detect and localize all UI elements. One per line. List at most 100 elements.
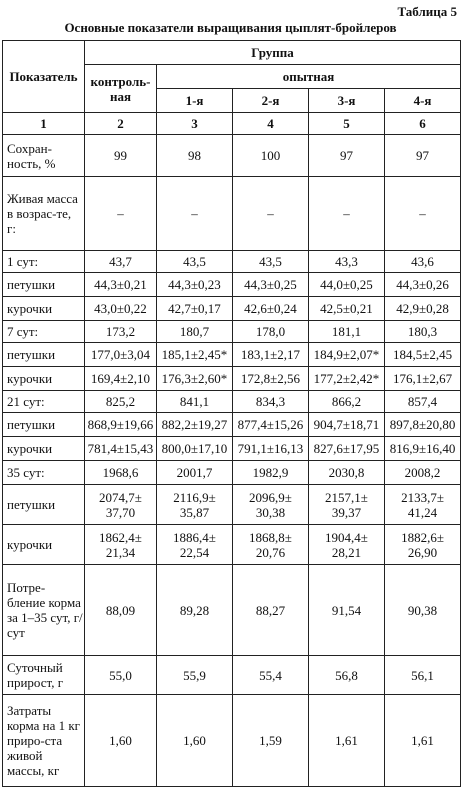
row-label: курочки [2, 436, 85, 461]
cell: 1862,4± 21,34 [84, 524, 157, 565]
cell: 56,8 [308, 655, 385, 695]
cell: 180,3 [383, 320, 461, 343]
table-row: 7 сут: 173,2 180,7 178,0 181,1 180,3 [2, 320, 461, 343]
cell: 866,2 [308, 390, 385, 413]
row-label: Потре-бление корма за 1–35 сут, г/сут [2, 564, 85, 656]
header-cell: 3 [156, 112, 233, 135]
cell: 2133,7± 41,24 [383, 484, 461, 525]
cell: 1968,6 [84, 460, 157, 485]
cell: 882,2±19,27 [156, 412, 233, 437]
table-row: Потре-бление корма за 1–35 сут, г/сут 88,… [2, 564, 461, 656]
cell: 44,3±0,26 [383, 272, 461, 297]
cell: 1,61 [383, 694, 461, 787]
cell: 184,5±2,45 [383, 342, 461, 367]
header-cell: 4-я [383, 88, 461, 113]
cell: 2001,7 [156, 460, 233, 485]
cell: 169,4±2,10 [84, 366, 157, 391]
table-row: курочки 169,4±2,10 176,3±2,60* 172,8±2,56 17… [2, 366, 461, 391]
row-label: Сохран-ность, % [2, 134, 85, 177]
cell: 98 [156, 134, 233, 177]
cell: 2096,9± 30,38 [232, 484, 309, 525]
cell: 2116,9± 35,87 [156, 484, 233, 525]
table-row: Суточный прирост, г 55,0 55,9 55,4 56,8 56,1 [2, 655, 461, 695]
cell: 43,5 [232, 250, 309, 273]
cell: 43,3 [308, 250, 385, 273]
table-row: 1 сут: 43,7 43,5 43,5 43,3 43,6 [2, 250, 461, 273]
cell: 877,4±15,26 [232, 412, 309, 437]
cell: 1,60 [156, 694, 233, 787]
cell: 1,60 [84, 694, 157, 787]
cell: 1,61 [308, 694, 385, 787]
table-row: 35 сут: 1968,6 2001,7 1982,9 2030,8 2008,2 [2, 460, 461, 485]
header-row: 1-я 2-я 3-я 4-я [3, 88, 461, 113]
cell: 88,27 [232, 564, 309, 656]
header-cell: 2 [84, 112, 157, 135]
cell: 1868,8± 20,76 [232, 524, 309, 565]
cell: – [84, 176, 157, 251]
cell: 55,9 [156, 655, 233, 695]
header-cell: 6 [383, 112, 461, 135]
cell: – [156, 176, 233, 251]
table: Показатель Группа контроль-ная опытная 1… [2, 40, 461, 787]
cell: 816,9±16,40 [383, 436, 461, 461]
cell: 781,4±15,43 [84, 436, 157, 461]
cell: 44,0±0,25 [308, 272, 385, 297]
cell: 97 [308, 134, 385, 177]
cell: 800,0±17,10 [156, 436, 233, 461]
header-cell: опытная [155, 64, 461, 89]
cell: 181,1 [308, 320, 385, 343]
cell: 42,6±0,24 [232, 296, 309, 321]
cell: 42,7±0,17 [156, 296, 233, 321]
header-cell: 1-я [156, 88, 233, 113]
row-label: Суточный прирост, г [2, 655, 85, 695]
cell: 56,1 [383, 655, 461, 695]
header-cell: 2-я [232, 88, 309, 113]
row-label: курочки [2, 524, 85, 565]
cell: 825,2 [84, 390, 157, 413]
cell: – [308, 176, 385, 251]
cell: 42,9±0,28 [383, 296, 461, 321]
cell: 184,9±2,07* [308, 342, 385, 367]
row-label: петушки [2, 484, 85, 525]
row-label: 7 сут: [2, 320, 85, 343]
cell: 43,5 [156, 250, 233, 273]
cell: 2008,2 [383, 460, 461, 485]
cell: 1982,9 [232, 460, 309, 485]
cell: 2030,8 [308, 460, 385, 485]
row-label: петушки [2, 412, 85, 437]
header-row: Показатель Группа [2, 40, 461, 113]
cell: 44,3±0,23 [156, 272, 233, 297]
header-cell: Показатель [2, 40, 85, 113]
cell: – [232, 176, 309, 251]
row-label: 35 сут: [2, 460, 85, 485]
row-label: петушки [2, 342, 85, 367]
table-row: курочки 781,4±15,43 800,0±17,10 791,1±16,13… [2, 436, 461, 461]
cell: 43,6 [383, 250, 461, 273]
cell: 183,1±2,17 [232, 342, 309, 367]
cell: 834,3 [232, 390, 309, 413]
header-cell: контроль-ная [84, 64, 157, 113]
header-cell: Группа [83, 40, 461, 65]
cell: 897,8±20,80 [383, 412, 461, 437]
cell: 44,3±0,25 [232, 272, 309, 297]
cell: 42,5±0,21 [308, 296, 385, 321]
cell: 857,4 [383, 390, 461, 413]
cell: 827,6±17,95 [308, 436, 385, 461]
cell: 173,2 [84, 320, 157, 343]
table-row: петушки 868,9±19,66 882,2±19,27 877,4±15,26… [2, 412, 461, 437]
cell: 180,7 [156, 320, 233, 343]
header-cell: 5 [308, 112, 385, 135]
cell: 791,1±16,13 [232, 436, 309, 461]
cell: 99 [84, 134, 157, 177]
cell: 868,9±19,66 [84, 412, 157, 437]
cell: 90,38 [383, 564, 461, 656]
table-row: курочки 1862,4± 21,34 1886,4± 22,54 1868,8±… [2, 524, 461, 565]
table-row: петушки 177,0±3,04 185,1±2,45* 183,1±2,17 18… [2, 342, 461, 367]
cell: 172,8±2,56 [232, 366, 309, 391]
table-row: 21 сут: 825,2 841,1 834,3 866,2 857,4 [2, 390, 461, 413]
cell: 904,7±18,71 [308, 412, 385, 437]
cell: 2074,7± 37,70 [84, 484, 157, 525]
row-label: курочки [2, 366, 85, 391]
